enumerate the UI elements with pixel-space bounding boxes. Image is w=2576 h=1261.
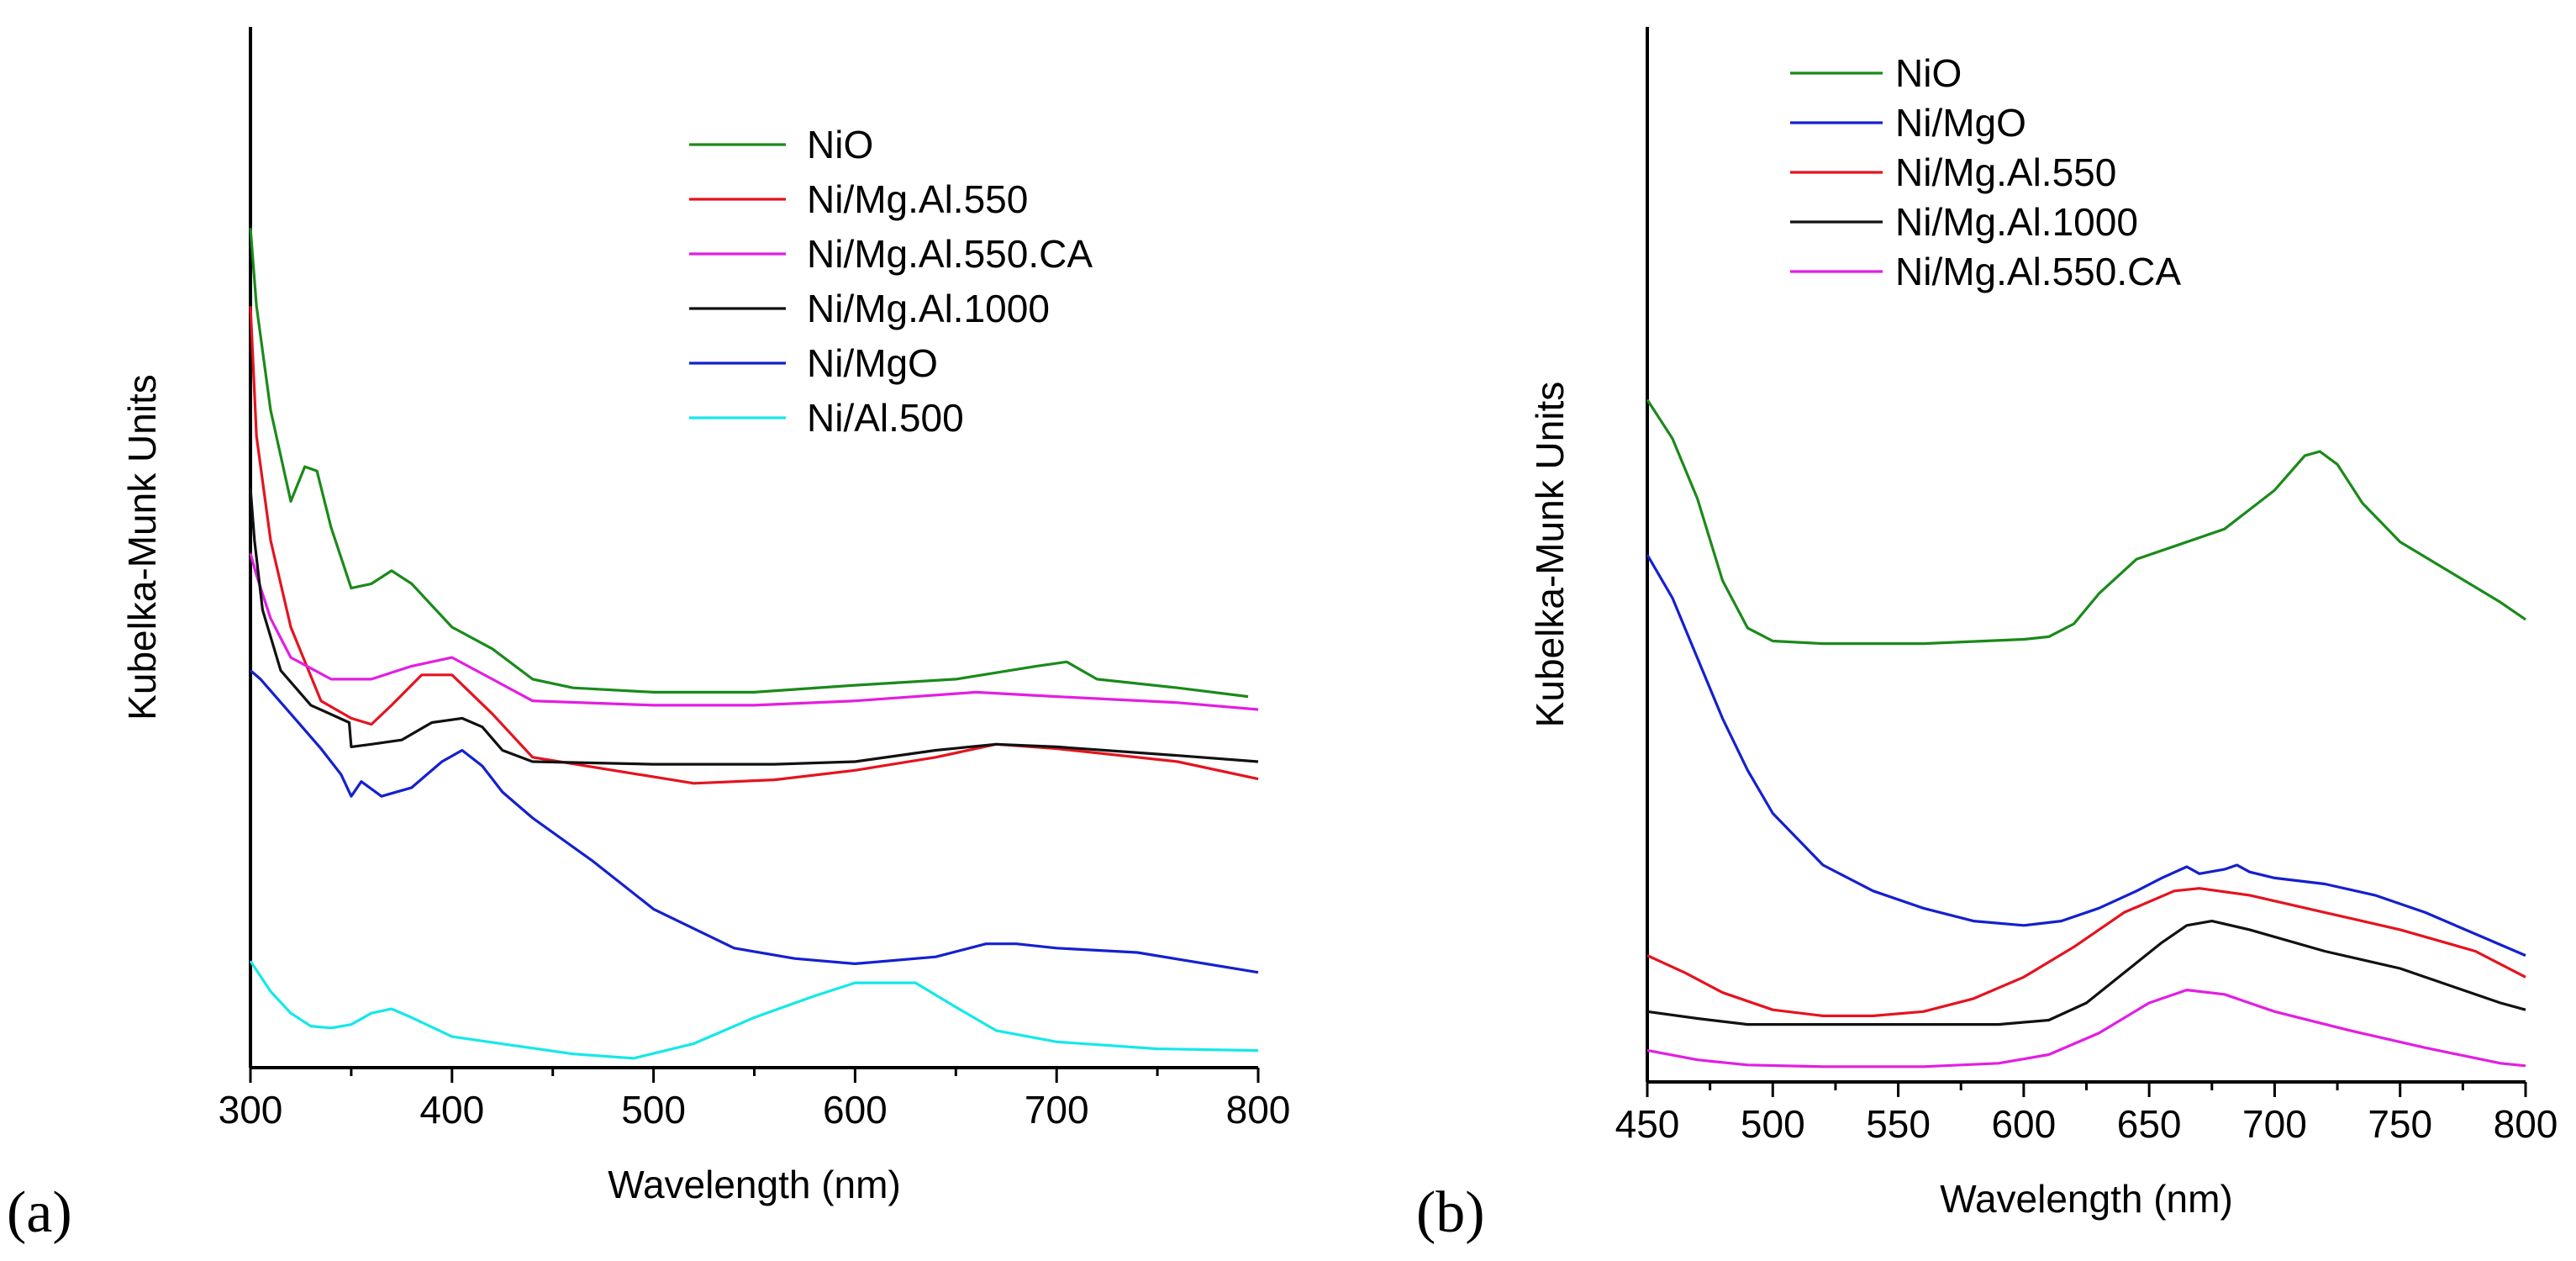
panel-b-x-tick-label: 450 <box>1615 1102 1680 1146</box>
panel-b-x-tick-label: 650 <box>2117 1102 2182 1146</box>
panel-a-x-tick-label: 400 <box>419 1088 484 1132</box>
panel-a-legend-label: Ni/Al.500 <box>807 396 964 440</box>
panel-b-label: (b) <box>1416 1180 1485 1245</box>
panel-a-y-axis-label: Kubelka-Munk Units <box>120 374 164 720</box>
panel-a-series-line <box>249 306 1259 785</box>
panel-b-series-line <box>1646 989 2526 1068</box>
panel-b-legend-label: Ni/Mg.Al.1000 <box>1895 200 2138 244</box>
panel-b-legend-label: Ni/MgO <box>1895 101 2026 145</box>
panel-a-series-line <box>249 228 1249 699</box>
panel-b-legend-label: Ni/Mg.Al.550.CA <box>1895 250 2181 293</box>
panel-b-x-tick-label: 750 <box>2368 1102 2432 1146</box>
panel-a-series-line <box>249 669 1259 974</box>
panel-a-x-tick-label: 700 <box>1025 1088 1089 1132</box>
panel-b-legend-label: Ni/Mg.Al.550 <box>1895 150 2116 194</box>
panel-a-series-line <box>249 552 1259 711</box>
panel-b-x-tick-label: 800 <box>2494 1102 2558 1146</box>
panel-a-x-tick-label: 600 <box>823 1088 888 1132</box>
panel-b-series-line <box>1646 887 2526 1017</box>
panel-a-legend-label: Ni/Mg.Al.550.CA <box>807 232 1093 276</box>
panel-a-series-line <box>249 488 1259 766</box>
panel-b-x-tick-label: 700 <box>2242 1102 2307 1146</box>
panel-a-x-tick-label: 500 <box>621 1088 686 1132</box>
panel-b-series-line <box>1646 554 2526 958</box>
panel-a-label: (a) <box>7 1180 72 1245</box>
panel-a-x-tick-label: 300 <box>219 1088 283 1132</box>
panel-b-series-line <box>1646 398 2526 646</box>
panel-a-x-tick-label: 800 <box>1226 1088 1291 1132</box>
panel-b-x-tick-label: 500 <box>1741 1102 1805 1146</box>
panel-a-legend-label: Ni/MgO <box>807 341 938 385</box>
panel-b-x-tick-label: 600 <box>1991 1102 2056 1146</box>
panel-b-y-axis-label: Kubelka-Munk Units <box>1528 382 1572 728</box>
panel-b-x-tick-label: 550 <box>1866 1102 1931 1146</box>
panel-a-legend-label: NiO <box>807 123 873 166</box>
panel-a-legend-label: Ni/Mg.Al.1000 <box>807 287 1050 330</box>
panel-b-series-line <box>1646 920 2526 1026</box>
panel-a-legend-label: Ni/Mg.Al.550 <box>807 177 1028 221</box>
panel-b-x-axis-label: Wavelength (nm) <box>1940 1177 2233 1221</box>
panel-b-legend-label: NiO <box>1895 51 1962 95</box>
panel-a-x-axis-label: Wavelength (nm) <box>608 1163 901 1206</box>
panel-a-series-line <box>249 960 1259 1060</box>
